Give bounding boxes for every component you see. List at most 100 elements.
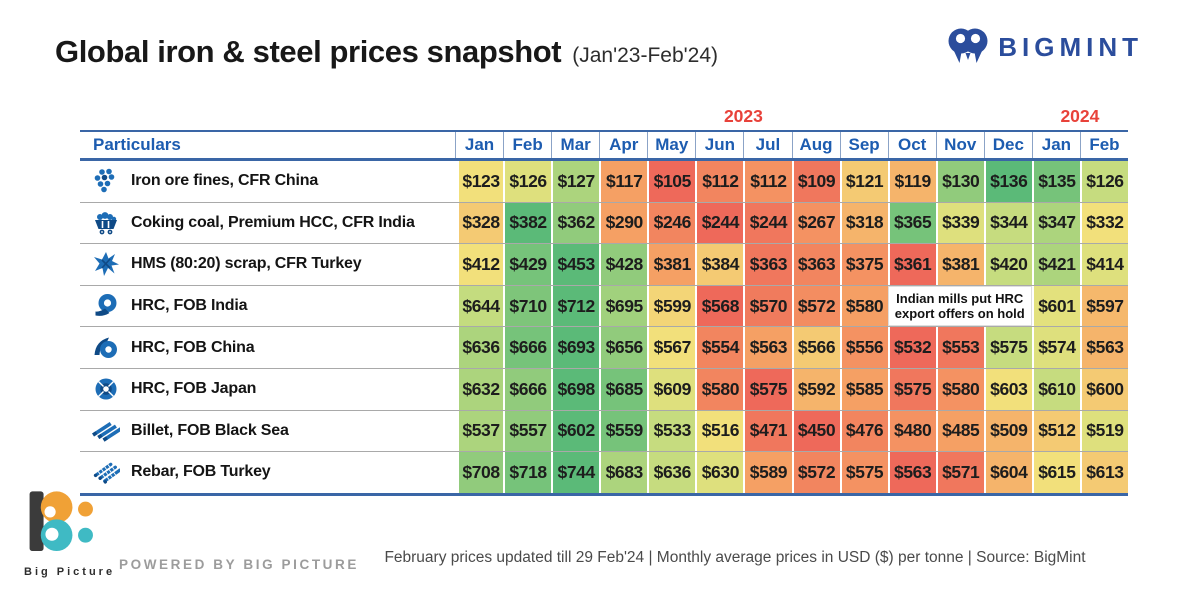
price-cell: $244 bbox=[695, 202, 744, 244]
table-row: HRC, FOB Japan $632 $666 $698 $685 $609 $580 $5… bbox=[80, 368, 1128, 411]
price-cell: $604 bbox=[983, 452, 1032, 493]
price-cell: $610 bbox=[1031, 368, 1080, 410]
bigmint-wordmark: BIGMINT bbox=[998, 31, 1143, 62]
price-cell: $420 bbox=[983, 244, 1032, 285]
table-row: Billet, FOB Black Sea $537 $557 $602 $559 $53… bbox=[80, 410, 1128, 453]
row-label-cell: Rebar, FOB Turkey bbox=[80, 452, 455, 493]
price-cell: $572 bbox=[791, 285, 840, 327]
price-cell: $119 bbox=[887, 161, 936, 202]
bigmint-logo-icon bbox=[947, 28, 989, 66]
page-title: Global iron & steel prices snapshot bbox=[55, 34, 562, 69]
page-subtitle: (Jan'23-Feb'24) bbox=[572, 44, 718, 67]
row-label-cell: Billet, FOB Black Sea bbox=[80, 410, 455, 452]
price-cell: $644 bbox=[455, 285, 504, 327]
price-cell: $601 bbox=[1031, 285, 1080, 327]
month-header: Feb bbox=[1079, 132, 1128, 158]
month-header: May bbox=[647, 132, 695, 158]
row-label: Iron ore fines, CFR China bbox=[131, 172, 319, 190]
price-cell: $363 bbox=[743, 244, 792, 285]
month-header: Dec bbox=[983, 132, 1032, 158]
price-cell: $600 bbox=[1079, 368, 1128, 410]
row-label-cell: HRC, FOB Japan bbox=[80, 368, 455, 410]
price-cell: $563 bbox=[1079, 327, 1128, 368]
month-header: Aug bbox=[791, 132, 840, 158]
price-cell: $362 bbox=[551, 202, 600, 244]
price-cell: $636 bbox=[647, 452, 696, 493]
table-row: Rebar, FOB Turkey $708 $718 $744 $683 $636 $63… bbox=[80, 452, 1128, 496]
row-label: Coking coal, Premium HCC, CFR India bbox=[131, 213, 415, 231]
month-header: Jan bbox=[1031, 132, 1080, 158]
price-cell: $480 bbox=[887, 410, 936, 452]
price-cell: $384 bbox=[695, 244, 744, 285]
price-cell: $328 bbox=[455, 202, 504, 244]
price-cell: $533 bbox=[647, 410, 696, 452]
price-cell: $666 bbox=[503, 327, 552, 368]
price-cell: $683 bbox=[599, 452, 648, 493]
price-cell: $599 bbox=[647, 285, 696, 327]
coal-cart-icon bbox=[92, 209, 120, 237]
year-2023-label: 2023 bbox=[723, 106, 763, 126]
price-cell: $121 bbox=[839, 161, 888, 202]
price-cell: $332 bbox=[1079, 202, 1128, 244]
price-cell: $592 bbox=[791, 368, 840, 410]
hrc-end-icon bbox=[92, 375, 120, 403]
rebar-icon bbox=[92, 458, 120, 486]
price-cell: $559 bbox=[599, 410, 648, 452]
price-cell: $603 bbox=[983, 368, 1032, 410]
price-cell: $244 bbox=[743, 202, 792, 244]
price-cell: $698 bbox=[551, 368, 600, 410]
month-header: Apr bbox=[599, 132, 647, 158]
price-cell: $318 bbox=[839, 202, 888, 244]
price-cell: $512 bbox=[1031, 410, 1080, 452]
price-cell: $485 bbox=[935, 410, 984, 452]
scrap-icon bbox=[92, 250, 120, 278]
price-cell: $136 bbox=[983, 161, 1032, 202]
month-header: Jan bbox=[455, 132, 503, 158]
price-cell: $570 bbox=[743, 285, 792, 327]
price-cell: $412 bbox=[455, 244, 504, 285]
month-header: Mar bbox=[551, 132, 599, 158]
price-cell: $516 bbox=[695, 410, 744, 452]
powered-by-label: POWERED BY BIG PICTURE bbox=[119, 557, 359, 572]
table-row: Coking coal, Premium HCC, CFR India $328 $… bbox=[80, 202, 1128, 245]
price-cell: $453 bbox=[551, 244, 600, 285]
price-cell: $381 bbox=[935, 244, 984, 285]
month-header: Oct bbox=[887, 132, 936, 158]
billet-icon bbox=[92, 417, 120, 445]
row-label: Rebar, FOB Turkey bbox=[131, 463, 271, 481]
row-label-cell: Iron ore fines, CFR China bbox=[80, 161, 455, 202]
price-cell: $361 bbox=[887, 244, 936, 285]
price-cell: $636 bbox=[455, 327, 504, 368]
price-cell: $112 bbox=[743, 161, 792, 202]
table-row: HMS (80:20) scrap, CFR Turkey $412 $429 $45… bbox=[80, 244, 1128, 286]
price-cell: $566 bbox=[791, 327, 840, 368]
price-cell: $537 bbox=[455, 410, 504, 452]
price-cell: $381 bbox=[647, 244, 696, 285]
price-cell: $615 bbox=[1031, 452, 1080, 493]
price-cell: $563 bbox=[743, 327, 792, 368]
iron-ore-icon bbox=[92, 167, 120, 195]
price-cell: $580 bbox=[839, 285, 888, 327]
price-cell: $105 bbox=[647, 161, 696, 202]
price-cell: $695 bbox=[599, 285, 648, 327]
price-cell: $112 bbox=[695, 161, 744, 202]
price-cell: $117 bbox=[599, 161, 648, 202]
price-cell: $708 bbox=[455, 452, 504, 493]
price-cell: $246 bbox=[647, 202, 696, 244]
price-cell: $602 bbox=[551, 410, 600, 452]
big-picture-caption: Big Picture bbox=[24, 566, 116, 578]
price-cell: $290 bbox=[599, 202, 648, 244]
table-header-row: Particulars Jan Feb Mar Apr May Jun Jul Aug Sep Oc… bbox=[80, 130, 1128, 161]
price-cell: $471 bbox=[743, 410, 792, 452]
month-header: Jun bbox=[695, 132, 743, 158]
row-label-cell: HMS (80:20) scrap, CFR Turkey bbox=[80, 244, 455, 285]
table-row: Iron ore fines, CFR China $123 $126 $127 $11… bbox=[80, 161, 1128, 203]
price-cell: $580 bbox=[695, 368, 744, 410]
price-cell: $613 bbox=[1079, 452, 1128, 493]
price-cell: $123 bbox=[455, 161, 504, 202]
price-cell: $630 bbox=[695, 452, 744, 493]
price-cell: $589 bbox=[743, 452, 792, 493]
price-cell: $574 bbox=[1031, 327, 1080, 368]
price-cell: $567 bbox=[647, 327, 696, 368]
